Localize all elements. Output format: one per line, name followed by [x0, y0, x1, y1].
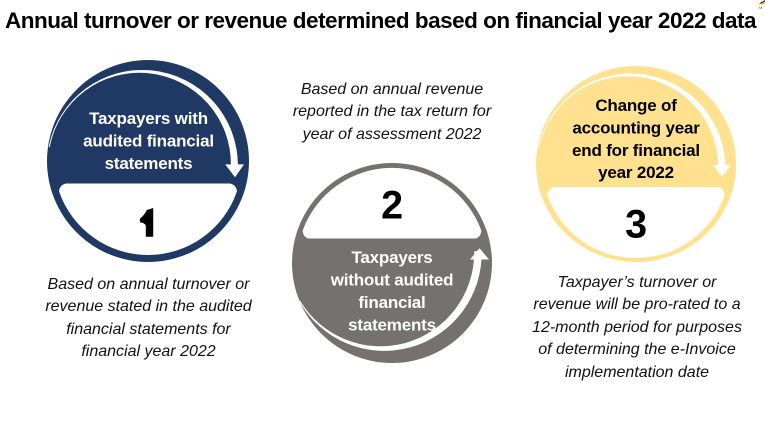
svg-text:statements: statements: [348, 315, 436, 334]
svg-text:end for financial: end for financial: [572, 141, 700, 160]
svg-text:without audited: without audited: [330, 271, 454, 290]
svg-text:Taxpayers with: Taxpayers with: [89, 109, 208, 128]
svg-text:statements: statements: [105, 154, 193, 173]
svg-text:2: 2: [381, 184, 403, 228]
svg-text:financial: financial: [358, 293, 425, 312]
svg-text:audited financial: audited financial: [83, 131, 214, 150]
svg-text:year 2022: year 2022: [598, 163, 674, 182]
svg-text:accounting year: accounting year: [572, 118, 700, 137]
svg-text:Taxpayers: Taxpayers: [351, 248, 432, 267]
svg-text:3: 3: [625, 203, 647, 247]
svg-text:M: M: [759, 5, 762, 10]
svg-text:Change of: Change of: [595, 96, 677, 115]
